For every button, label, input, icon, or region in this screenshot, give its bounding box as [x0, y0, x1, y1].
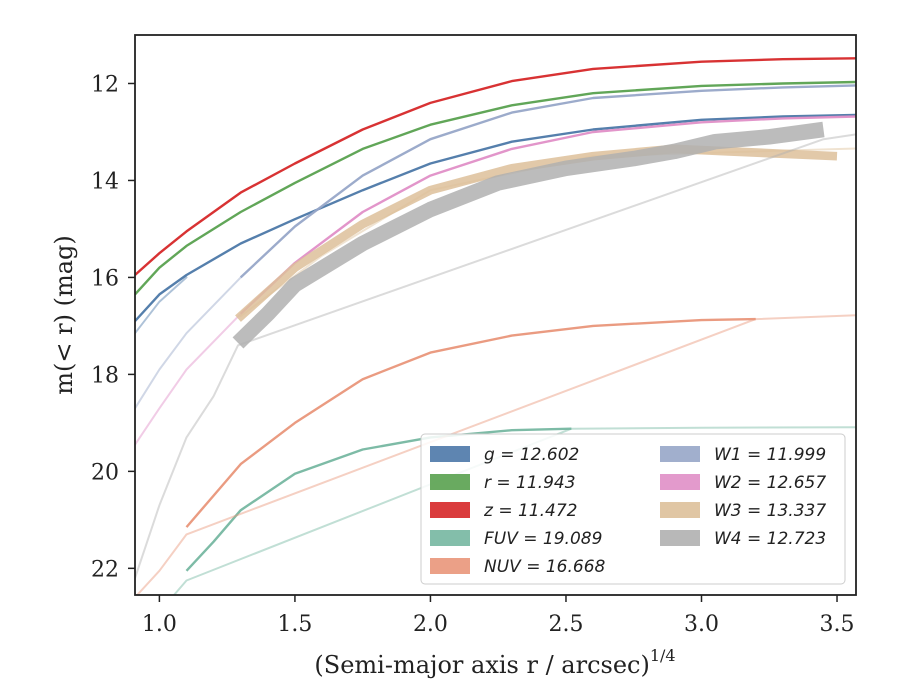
legend-swatch-3 [430, 530, 470, 546]
legend-label-6: W2 = 12.657 [714, 473, 826, 493]
series-0-faint-line [135, 276, 188, 335]
series-0-line [135, 113, 856, 322]
y-tick-label: 12 [91, 72, 119, 97]
y-tick-label: 22 [91, 557, 119, 582]
legend-swatch-4 [430, 558, 470, 574]
legend-label-1: r = 11.943 [484, 473, 576, 493]
legend-swatch-5 [660, 446, 700, 462]
legend-label-7: W3 = 13.337 [714, 501, 826, 521]
x-tick-label: 1.5 [277, 612, 312, 637]
legend-label-4: NUV = 16.668 [484, 557, 606, 577]
legend-label-0: g = 12.602 [484, 445, 579, 465]
legend-swatch-2 [430, 502, 470, 518]
y-axis-label: m(< r) (mag) [50, 235, 78, 394]
y-tick-label: 14 [91, 169, 119, 194]
legend-swatch-6 [660, 474, 700, 490]
legend-label-3: FUV = 19.089 [484, 529, 602, 549]
legend-swatch-7 [660, 502, 700, 518]
series-8-faint-line [135, 133, 856, 579]
legend-frame [420, 433, 846, 585]
series-6-line [239, 115, 856, 315]
y-tick-label: 20 [91, 460, 119, 485]
x-axis-ticks: 1.0 1.5 2.0 2.5 3.0 3.5 [142, 595, 855, 637]
series-5-line [239, 84, 856, 279]
legend: g = 12.602 r = 11.943 z = 11.472 FUV = 19.0… [420, 433, 846, 585]
legend-label-5: W1 = 11.999 [714, 445, 826, 465]
series-3-line [185, 427, 572, 572]
series-7-line [235, 144, 838, 322]
x-tick-label: 3.0 [684, 612, 719, 637]
legend-swatch-1 [430, 474, 470, 490]
x-tick-label: 2.5 [548, 612, 583, 637]
x-axis-label: (Semi-major axis r / arcsec)1/4 [314, 646, 675, 679]
x-axis-label-main: (Semi-major axis r / arcsec) [314, 651, 649, 679]
legend-label-8: W4 = 12.723 [714, 529, 826, 549]
legend-label-2: z = 11.472 [483, 501, 577, 521]
x-axis-label-superscript: 1/4 [650, 646, 676, 665]
series-3-faint-line [172, 426, 856, 595]
x-tick-label: 1.0 [142, 612, 177, 637]
series-1-line [135, 80, 856, 296]
series-6-faint-line [135, 312, 242, 446]
legend-swatch-0 [430, 446, 470, 462]
series-5-faint-line [135, 276, 242, 410]
series-layer [135, 57, 856, 595]
y-axis-ticks: 12 14 16 18 20 22 [91, 72, 135, 582]
x-tick-label: 3.5 [820, 612, 855, 637]
series-4-line [185, 317, 756, 528]
series-4-faint-line [135, 314, 856, 595]
series-2-line [135, 57, 856, 276]
x-tick-label: 2.0 [413, 612, 448, 637]
series-8-line [232, 121, 825, 349]
y-tick-label: 18 [91, 363, 119, 388]
plot-frame [134, 34, 857, 596]
y-tick-label: 16 [91, 266, 119, 291]
legend-swatch-8 [660, 530, 700, 546]
